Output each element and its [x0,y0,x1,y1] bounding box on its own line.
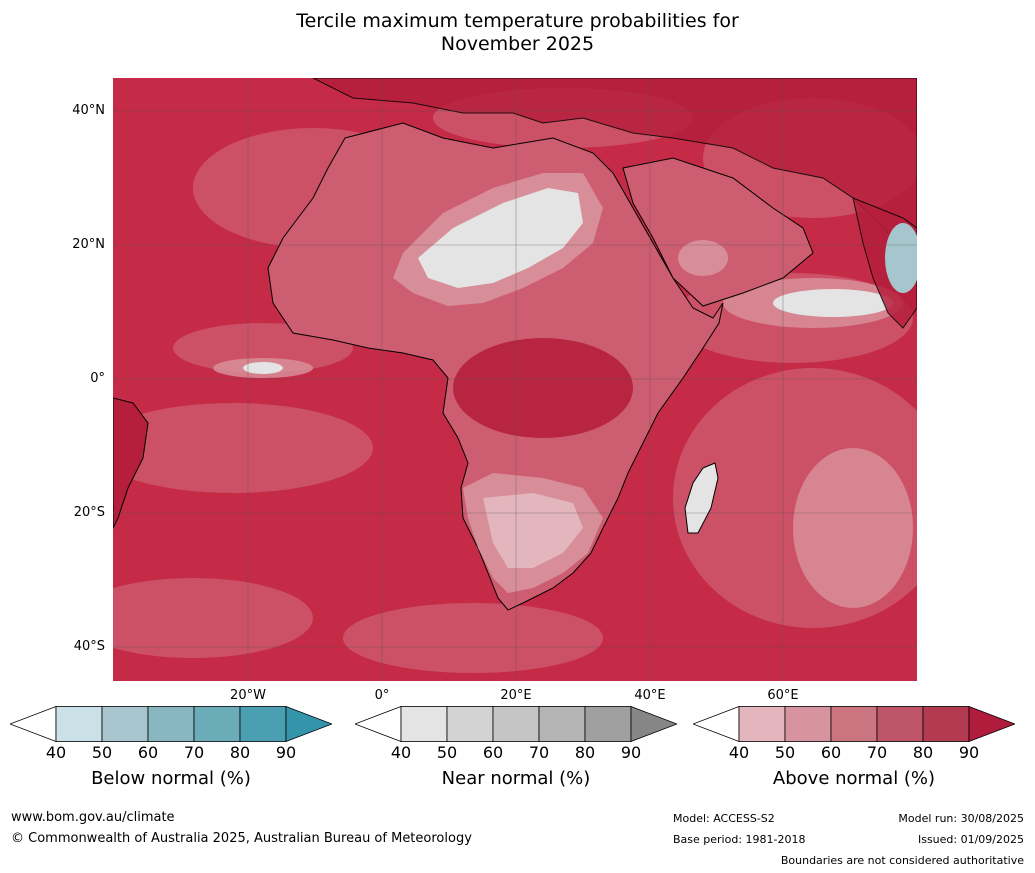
colorbar-segment [492,706,540,742]
lat-label-40n: 40°N [72,103,105,118]
colorbar-segment [101,706,149,742]
colorbar-tick-label: 40 [728,743,750,762]
colorbar-segment [876,706,924,742]
footer-issued: Issued: 01/09/2025 [917,833,1024,846]
colorbar-segment [446,706,494,742]
lon-label-0: 0° [374,688,390,703]
lon-label-20e: 20°E [500,688,532,703]
colorbar-tick-label: 90 [958,743,980,762]
colorbar-low-extension [355,706,402,742]
footer-model: Model: ACCESS-S2 [673,812,775,825]
colorbar-low-extension [693,706,740,742]
colorbar-tick-label: 40 [390,743,412,762]
colorbar-above-normal [693,706,1015,742]
map-gridlines [113,78,917,681]
colorbar-tick-label: 80 [229,743,251,762]
lat-label-20n: 20°N [72,237,105,252]
colorbar-tick-label: 50 [436,743,458,762]
colorbar-segment [584,706,632,742]
lat-label-20s: 20°S [73,505,105,520]
title-line-1: Tercile maximum temperature probabilitie… [296,10,739,32]
patch-arabian-near [773,289,893,317]
patch-atlantic-south [113,403,373,493]
colorbar-high-extension [630,706,677,742]
colorbar-segment [538,706,586,742]
colorbar-tick-label: 60 [482,743,504,762]
title-line-2: November 2025 [440,33,595,55]
chart-title: Tercile maximum temperature probabilitie… [0,10,1035,56]
patch-atlantic-near [243,362,283,374]
colorbar-below-label: Below normal (%) [91,768,251,789]
colorbar-tick-label: 70 [528,743,550,762]
colorbar-tick-label: 50 [774,743,796,762]
colorbar-segment [55,706,103,742]
colorbar-near-label: Near normal (%) [441,768,591,789]
colorbar-segment [400,706,448,742]
colorbar-tick-label: 80 [574,743,596,762]
colorbar-tick-label: 40 [45,743,67,762]
madagascar [684,462,719,534]
patch-indian-light [793,448,913,608]
colorbar-segment [922,706,970,742]
colorbar-segment [784,706,832,742]
central-africa-deep [453,338,633,438]
lat-label-0: 0° [90,371,105,386]
colorbar-tick-label: 90 [620,743,642,762]
colorbar-low-extension [10,706,57,742]
map-svg [113,78,917,681]
arabia-near-normal-spot [678,240,728,276]
colorbar-segment [830,706,878,742]
southern-africa-light-region [483,493,583,568]
colorbar-above-label: Above normal (%) [772,768,936,789]
colorbar-high-extension [285,706,332,742]
colorbar-high-extension [968,706,1015,742]
probability-map [113,78,917,681]
footer-disclaimer: Boundaries are not considered authoritat… [780,854,1024,867]
colorbar-tick-label: 90 [275,743,297,762]
footer-copyright: © Commonwealth of Australia 2025, Austra… [11,831,472,846]
sahara-near-normal-core [418,188,583,288]
patch-south-west [113,578,313,658]
colorbar-tick-label: 70 [183,743,205,762]
footer-base-period: Base period: 1981-2018 [673,833,806,846]
colorbar-segment [193,706,241,742]
colorbar-tick-label: 70 [866,743,888,762]
lat-label-40s: 40°S [73,639,105,654]
colorbar-tick-label: 50 [91,743,113,762]
footer-website: www.bom.gov.au/climate [11,810,175,825]
patch-south-central [343,603,603,673]
colorbar-segment [738,706,786,742]
lon-label-60e: 60°E [767,688,799,703]
colorbar-tick-label: 80 [912,743,934,762]
south-america-landmass [113,397,149,529]
lon-label-40e: 40°E [634,688,666,703]
colorbar-tick-label: 60 [820,743,842,762]
colorbar-near-normal [355,706,677,742]
colorbar-below-normal [10,706,332,742]
colorbar-segment [239,706,287,742]
india-below-normal-spot [885,223,917,293]
footer-model-run: Model run: 30/08/2025 [898,812,1024,825]
colorbar-tick-label: 60 [137,743,159,762]
lon-label-20w: 20°W [230,688,266,703]
colorbar-segment [147,706,195,742]
